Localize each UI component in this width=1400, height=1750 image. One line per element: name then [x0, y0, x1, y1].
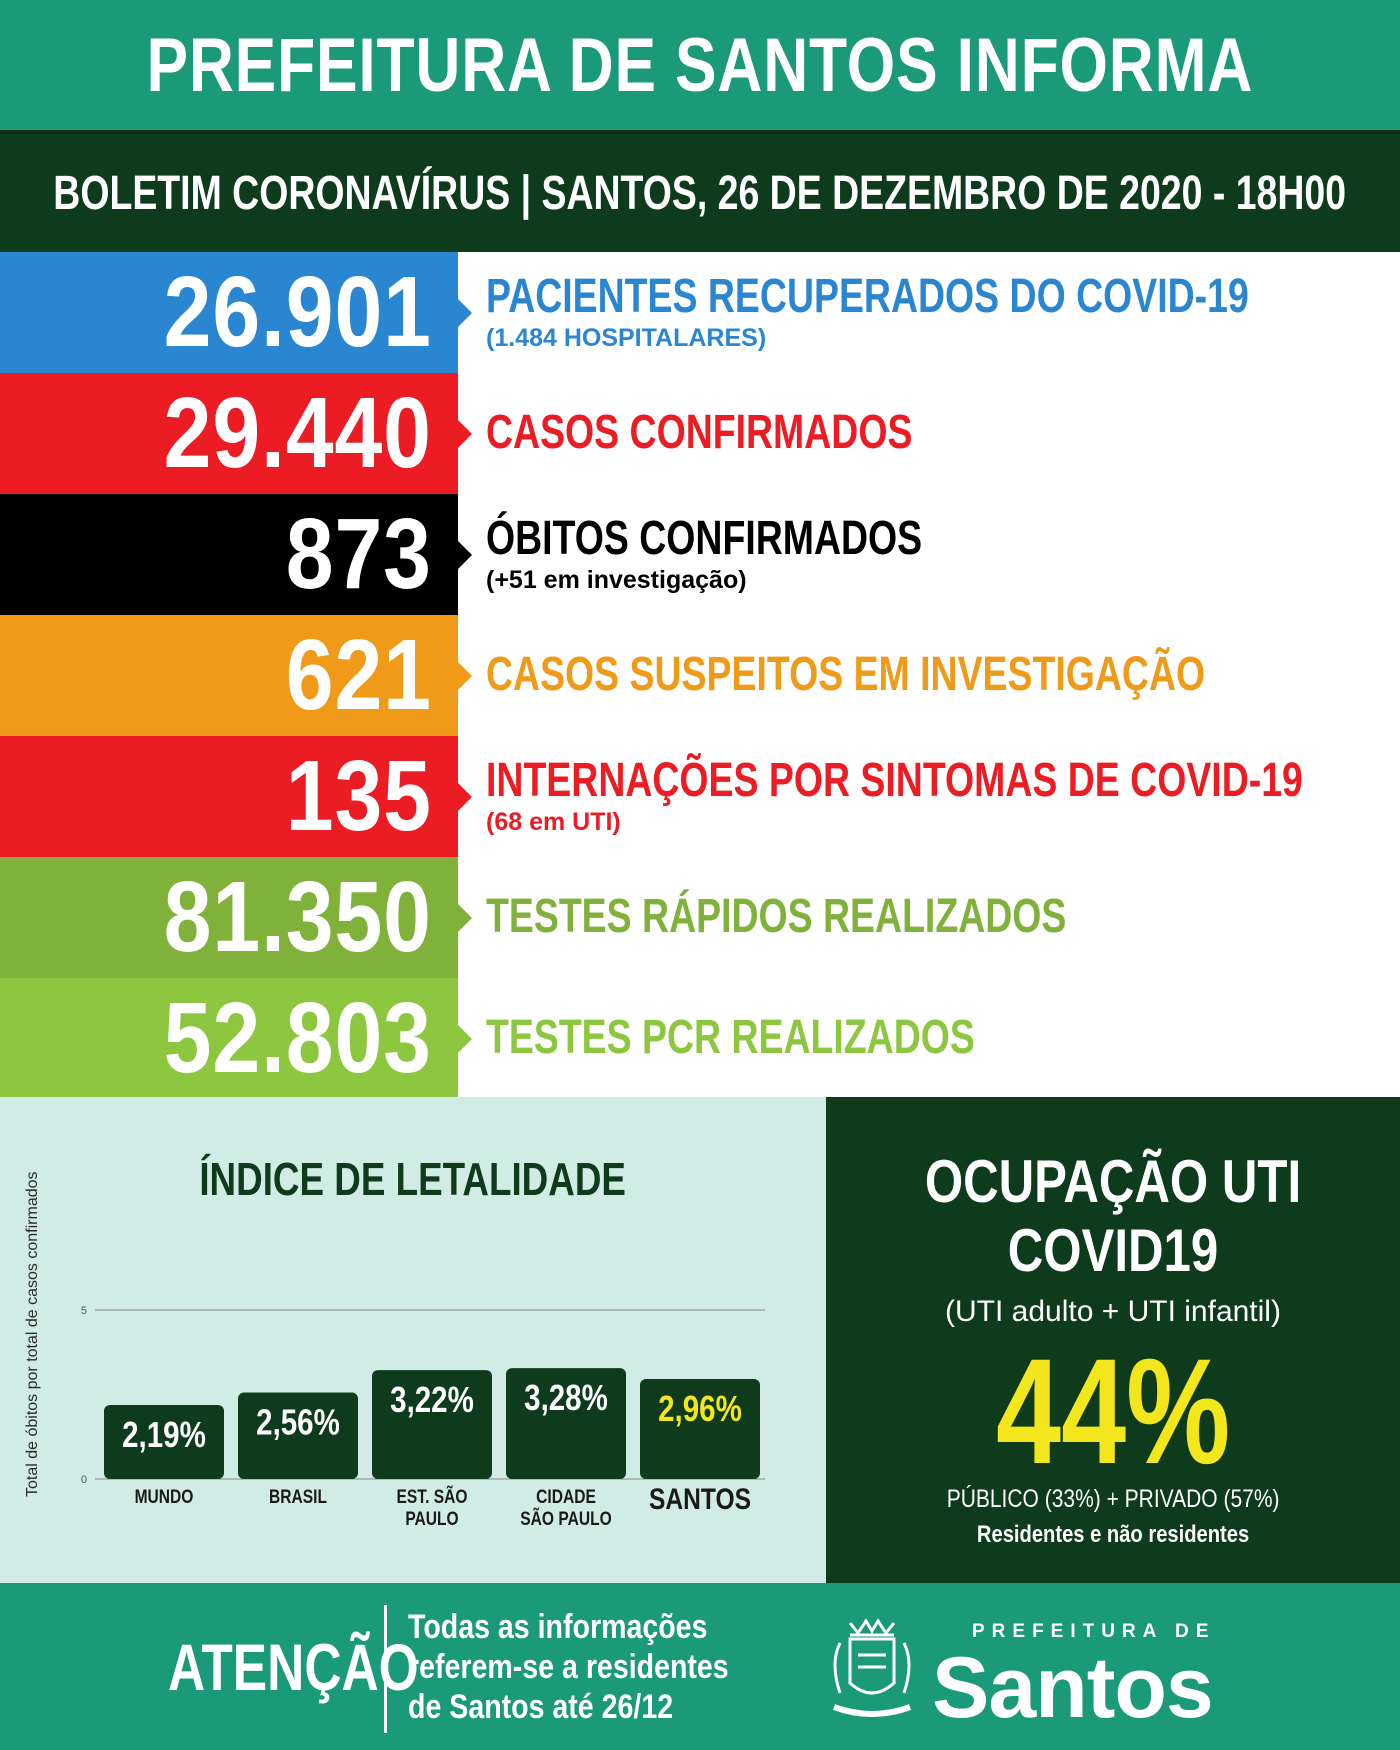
y-tick-label: 5 [81, 1305, 87, 1317]
lethality-title: ÍNDICE DE LETALIDADE [199, 1153, 627, 1205]
stat-value: 621 [285, 619, 432, 731]
x-category-label: BRASIL [269, 1486, 327, 1508]
stat-row: 81.350 TESTES RÁPIDOS REALIZADOS [0, 857, 1400, 978]
stat-label: INTERNAÇÕES POR SINTOMAS DE COVID-19 [486, 753, 1303, 807]
stat-label: CASOS CONFIRMADOS [486, 406, 913, 460]
stat-sublabel: (+51 em investigação) [486, 566, 747, 595]
brand-prefix: PREFEITURA DE [972, 1621, 1216, 1642]
stat-value-box: 621 [0, 615, 472, 736]
stat-row: 29.440 CASOS CONFIRMADOS [0, 373, 1400, 494]
stat-label: TESTES PCR REALIZADOS [486, 1011, 975, 1065]
notice-line-3: de Santos até 26/12 [408, 1688, 674, 1726]
stat-label: PACIENTES RECUPERADOS DO COVID-19 [486, 269, 1249, 323]
attention-heading: ATENÇÃO [168, 1630, 419, 1704]
bulletin-subheader: BOLETIM CORONAVÍRUS | SANTOS, 26 DE DEZE… [0, 130, 1400, 252]
header-bar: PREFEITURA DE SANTOS INFORMA [0, 0, 1400, 130]
uti-subtitle: (UTI adulto + UTI infantil) [945, 1295, 1281, 1328]
stat-value: 81.350 [163, 861, 432, 973]
lethality-chart: 0 5 2,19% MUNDO 2,56% BRASIL 3,22% EST. SÃOPAUL… [81, 1305, 765, 1530]
bar-data-label: 3,28% [524, 1377, 608, 1417]
page-title: PREFEITURA DE SANTOS INFORMA [146, 22, 1254, 108]
stat-sublabel: (1.484 HOSPITALARES) [486, 324, 767, 353]
lethality-bar [506, 1368, 626, 1479]
uti-residents-note: Residentes e não residentes [976, 1521, 1250, 1548]
santos-coat-of-arms-icon [832, 1618, 912, 1717]
stat-value: 29.440 [163, 377, 432, 489]
lethality-panel: ÍNDICE DE LETALIDADE Total de óbitos por… [0, 1097, 826, 1583]
footer-notice: Todas as informações referem-se a reside… [408, 1607, 790, 1727]
notice-line-2: referem-se a residentes [408, 1648, 729, 1686]
stat-value-box: 873 [0, 494, 472, 615]
lethality-bar [104, 1404, 224, 1479]
uti-title-line1: OCUPAÇÃO UTI [924, 1148, 1302, 1215]
y-tick-label: 0 [81, 1474, 87, 1486]
stat-value-box: 135 [0, 736, 472, 857]
x-category-label: EST. SÃO [397, 1486, 468, 1508]
bar-data-label: 2,19% [122, 1414, 206, 1454]
stat-row: 26.901 PACIENTES RECUPERADOS DO COVID-19(… [0, 252, 1400, 373]
stat-label: ÓBITOS CONFIRMADOS [486, 511, 923, 565]
footer-bar: ATENÇÃO Todas as informações referem-se … [0, 1583, 1400, 1750]
stat-value-box: 29.440 [0, 373, 472, 494]
bar-data-label: 2,96% [658, 1388, 742, 1428]
stat-value-box: 26.901 [0, 252, 472, 373]
lethality-bar [372, 1370, 492, 1479]
brand-logo-text: Santos [932, 1640, 1214, 1736]
stat-row: 135 INTERNAÇÕES POR SINTOMAS DE COVID-19(… [0, 736, 1400, 857]
stat-value: 873 [285, 498, 432, 610]
stat-value-box: 52.803 [0, 978, 472, 1099]
x-category-label: SANTOS [649, 1482, 751, 1516]
stat-label: CASOS SUSPEITOS EM INVESTIGAÇÃO [486, 648, 1206, 702]
uti-breakdown: PÚBLICO (33%) + PRIVADO (57%) [946, 1485, 1280, 1513]
x-category-label: CIDADE [536, 1486, 596, 1508]
stat-label: TESTES RÁPIDOS REALIZADOS [486, 890, 1067, 944]
stat-row: 621 CASOS SUSPEITOS EM INVESTIGAÇÃO [0, 615, 1400, 736]
stat-value: 52.803 [163, 982, 432, 1094]
bar-data-label: 2,56% [256, 1402, 340, 1442]
bar-data-label: 3,22% [390, 1379, 474, 1419]
stat-sublabel: (68 em UTI) [486, 808, 621, 837]
uti-percent: 44% [995, 1327, 1231, 1495]
stat-row: 873 ÓBITOS CONFIRMADOS (+51 em investigaçã… [0, 494, 1400, 615]
lethality-bar [640, 1378, 760, 1479]
notice-line-1: Todas as informações [408, 1608, 708, 1646]
uti-title-line2: COVID19 [1007, 1217, 1219, 1284]
stat-row: 52.803 TESTES PCR REALIZADOS [0, 978, 1400, 1099]
x-category-label: PAULO [405, 1508, 458, 1530]
stat-value-box: 81.350 [0, 857, 472, 978]
x-category-label: MUNDO [135, 1486, 194, 1508]
stat-value: 135 [285, 740, 432, 852]
lethality-bar [238, 1392, 358, 1479]
stat-value: 26.901 [163, 256, 432, 368]
x-category-label: SÃO PAULO [520, 1508, 611, 1530]
bulletin-date: BOLETIM CORONAVÍRUS | SANTOS, 26 DE DEZE… [53, 166, 1347, 220]
uti-occupancy-panel: OCUPAÇÃO UTI COVID19 (UTI adulto + UTI i… [826, 1097, 1400, 1583]
footer-divider [384, 1605, 387, 1733]
